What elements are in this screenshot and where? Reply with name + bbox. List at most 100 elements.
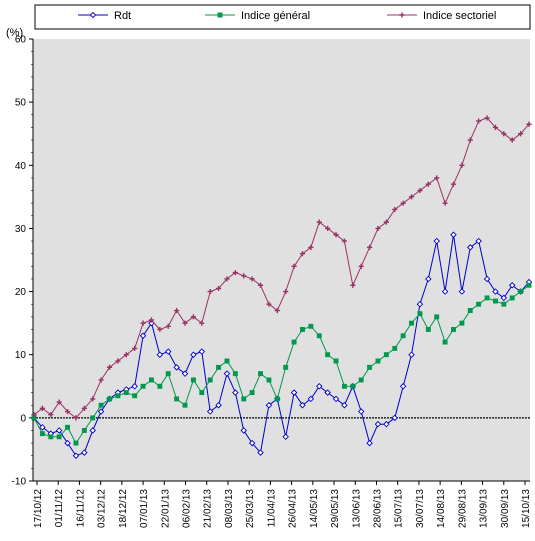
data-point — [140, 320, 146, 326]
data-point — [207, 288, 213, 295]
y-tick-label: 60 — [15, 35, 27, 46]
data-point — [73, 415, 79, 421]
data-point — [90, 396, 96, 402]
data-point — [417, 311, 423, 317]
data-point — [157, 383, 163, 389]
legend-box — [34, 4, 531, 30]
data-point — [467, 137, 473, 143]
data-point — [476, 301, 482, 307]
legend-label-3: Indice sectoriel — [423, 10, 496, 22]
data-point — [64, 408, 71, 415]
data-point — [392, 345, 398, 351]
data-point — [325, 352, 331, 358]
data-point — [458, 288, 466, 295]
data-point — [367, 364, 373, 370]
data-point — [132, 393, 138, 399]
data-point — [216, 364, 222, 370]
data-point — [283, 288, 289, 295]
x-tick-label: 14/08/13 — [436, 489, 447, 528]
data-point — [56, 434, 62, 440]
data-point — [265, 401, 273, 409]
x-tick-label: 16/11/12 — [75, 489, 86, 528]
data-point — [484, 115, 490, 121]
data-point — [500, 294, 508, 302]
data-point — [173, 364, 180, 371]
data-point — [291, 263, 297, 269]
data-point — [308, 323, 314, 329]
data-point — [139, 332, 147, 340]
data-point — [266, 377, 272, 383]
x-tick-label: 17/10/12 — [33, 489, 44, 528]
x-tick-label: 13/06/13 — [351, 489, 362, 528]
data-point — [508, 282, 516, 289]
data-point — [148, 317, 155, 323]
data-point — [299, 251, 306, 257]
data-point — [257, 282, 264, 288]
data-point — [425, 327, 431, 332]
data-point — [156, 351, 164, 358]
data-point — [174, 396, 180, 402]
data-point — [55, 427, 63, 434]
data-point — [509, 137, 515, 143]
x-tick-label: 11/04/13 — [266, 489, 277, 528]
data-point — [300, 327, 305, 332]
y-tick-label: 40 — [15, 161, 27, 172]
x-tick-label: 22/01/13 — [160, 489, 171, 528]
data-point — [408, 351, 415, 358]
data-point — [484, 295, 490, 301]
data-point — [392, 206, 398, 213]
data-point — [98, 402, 104, 408]
plot-area — [33, 39, 530, 481]
data-point — [115, 393, 121, 399]
data-point — [190, 377, 196, 383]
data-point — [72, 452, 80, 459]
data-point — [526, 121, 532, 127]
data-point — [501, 301, 507, 307]
data-point — [274, 307, 280, 314]
data-point — [258, 371, 263, 377]
data-point — [241, 273, 247, 279]
data-point — [257, 449, 264, 456]
data-point — [375, 225, 381, 232]
data-point — [324, 389, 331, 396]
x-tick-label: 15/07/13 — [394, 489, 405, 528]
data-point — [56, 399, 62, 405]
x-tick-label: 08/03/13 — [224, 489, 235, 528]
x-tick-label: 13/09/13 — [479, 489, 490, 528]
data-point — [425, 181, 431, 187]
data-point — [400, 200, 406, 206]
data-point — [325, 225, 331, 232]
x-tick-label: 18/12/12 — [118, 489, 129, 528]
data-point — [199, 390, 205, 396]
data-point — [98, 377, 104, 383]
data-point — [467, 308, 473, 313]
data-point — [81, 428, 87, 433]
data-point — [442, 339, 448, 345]
data-point — [283, 364, 289, 370]
data-point — [492, 288, 499, 295]
data-point — [383, 219, 389, 225]
x-tick-label: 29/05/13 — [330, 489, 341, 528]
data-point — [332, 395, 340, 403]
data-point — [65, 424, 71, 430]
data-point — [450, 181, 457, 187]
data-point — [232, 371, 238, 377]
data-point — [248, 439, 256, 447]
data-point — [526, 282, 532, 288]
data-point — [299, 401, 306, 409]
data-point — [290, 389, 298, 396]
data-point — [451, 327, 456, 332]
data-point — [374, 420, 382, 428]
data-point — [241, 396, 247, 402]
data-point — [81, 449, 88, 456]
data-point — [190, 351, 197, 358]
data-point — [266, 301, 272, 307]
data-point — [97, 408, 105, 415]
data-point — [190, 314, 197, 320]
data-point — [383, 420, 390, 428]
y-tick-label: 0 — [20, 413, 26, 424]
series-2 — [31, 282, 532, 446]
data-point — [425, 275, 432, 283]
data-point — [123, 390, 129, 396]
